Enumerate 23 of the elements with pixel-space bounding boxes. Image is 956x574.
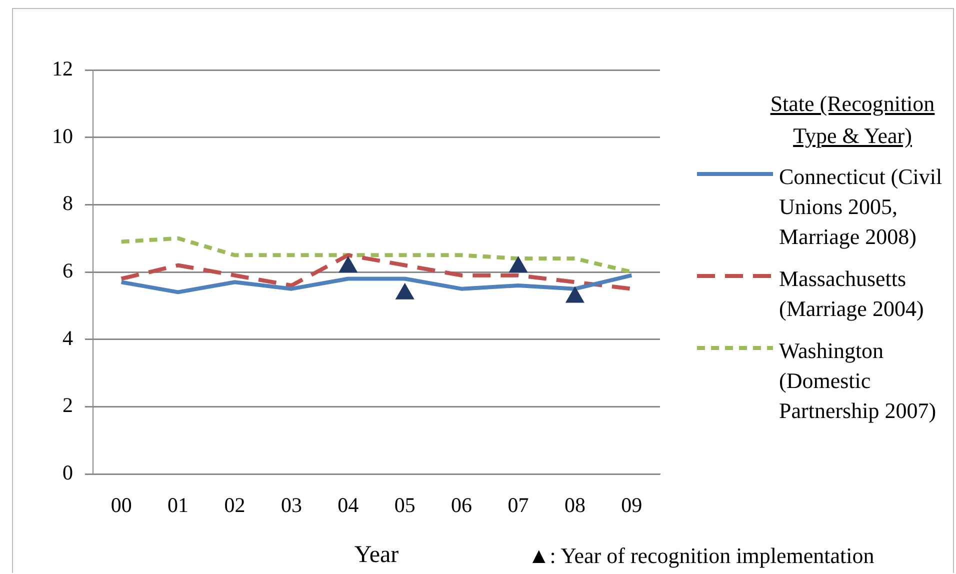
legend-label: Connecticut (Civil Unions 2005, Marriage 2008) [779, 163, 944, 251]
text: ▲: Year of recognition implementation [528, 543, 874, 569]
x-tick-label: 09 [621, 493, 642, 518]
legend-label: Washington (Domestic Partnership 2007) [779, 337, 938, 425]
x-axis-title: Year [354, 542, 399, 568]
x-tick-label: 05 [394, 493, 416, 518]
x-tick-label: 06 [451, 493, 472, 518]
x-tick-label: 02 [224, 493, 246, 518]
legend-label: Massachusetts (Marriage 2004) [779, 265, 925, 323]
legend-title: State (Recognition Type & Year) [769, 90, 936, 150]
y-tick-label: 0 [62, 460, 73, 485]
y-tick-label: 4 [62, 326, 74, 350]
y-tick-label: 10 [52, 124, 73, 148]
y-tick-label: 6 [62, 258, 73, 283]
y-tick-label: 8 [62, 191, 73, 216]
x-tick-label: 07 [508, 493, 529, 518]
x-tick-label: 04 [338, 493, 360, 518]
x-tick-label: 08 [564, 493, 586, 518]
x-tick-label: 00 [110, 493, 132, 518]
y-tick-label: 2 [62, 393, 73, 418]
x-tick-label: 03 [280, 493, 302, 518]
y-tick-label: 12 [52, 56, 73, 81]
x-tick-label: 01 [168, 493, 189, 518]
